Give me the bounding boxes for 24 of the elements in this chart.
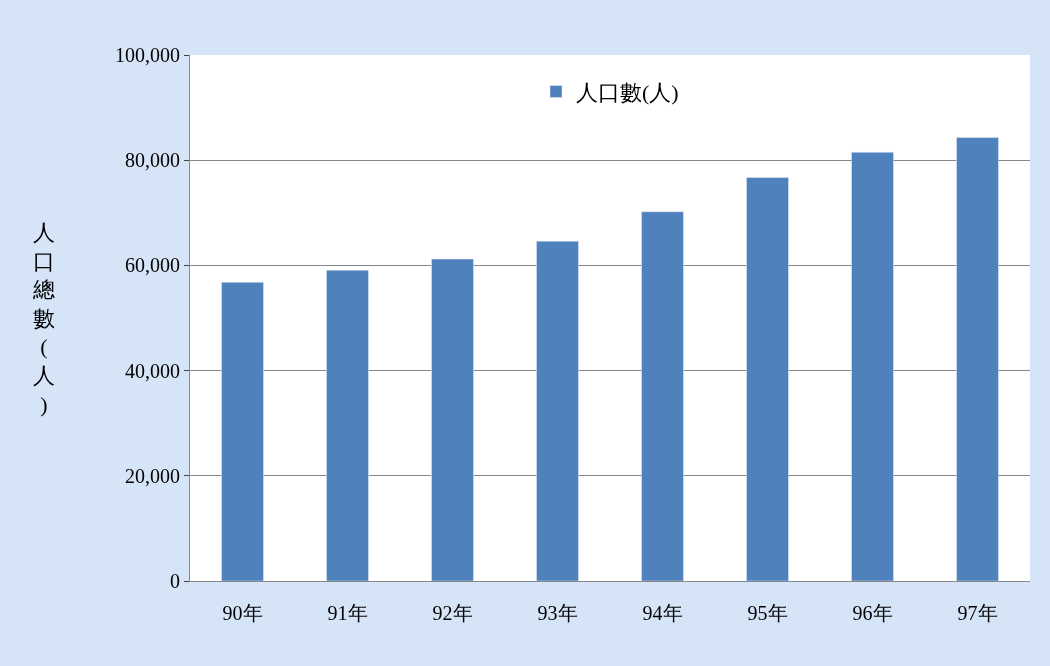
bar	[851, 152, 894, 581]
y-tick-label: 100,000	[115, 44, 180, 66]
bar	[536, 240, 579, 581]
x-tick-label: 91年	[327, 602, 368, 624]
legend-label: 人口數(人)	[576, 80, 679, 106]
bar	[326, 269, 369, 581]
x-tick-label: 94年	[642, 602, 683, 624]
y-axis-title: 人口總數(人)	[32, 220, 55, 417]
y-tick-label: 0	[170, 570, 180, 592]
x-tick-label: 92年	[432, 602, 473, 624]
bar	[221, 281, 264, 581]
y-tick-label: 40,000	[125, 359, 180, 382]
x-tick-label: 90年	[222, 602, 263, 624]
x-tick-label: 97年	[957, 602, 998, 624]
y-tick-label: 20,000	[125, 464, 180, 487]
bar	[956, 137, 999, 581]
y-tick-label: 60,000	[125, 254, 180, 277]
bar	[746, 177, 789, 581]
bar	[641, 211, 684, 581]
bar	[431, 258, 474, 581]
y-tick-label: 80,000	[125, 149, 180, 172]
x-tick-label: 93年	[537, 602, 578, 624]
x-tick-label: 95年	[747, 602, 788, 624]
x-tick-label: 96年	[852, 602, 893, 624]
